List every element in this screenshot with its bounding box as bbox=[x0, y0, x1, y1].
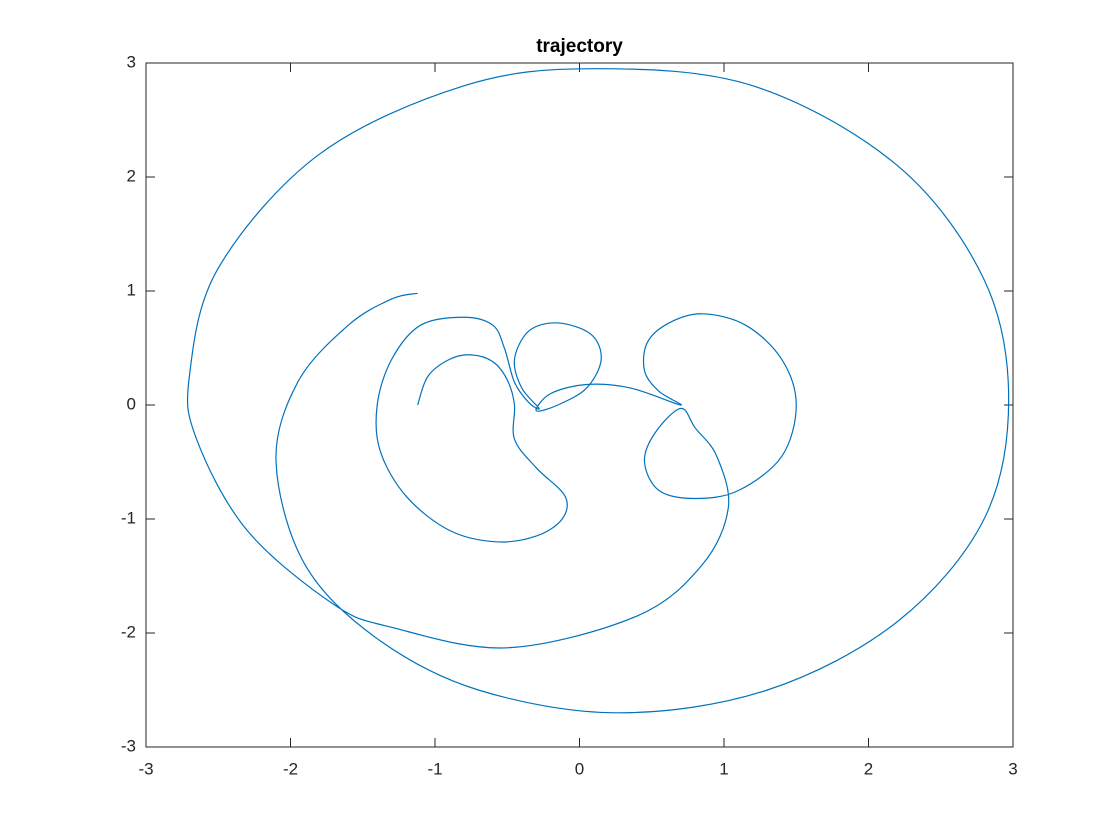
x-tick-label: -2 bbox=[283, 759, 298, 778]
y-tick-label: -2 bbox=[121, 622, 136, 641]
y-tick-label: -3 bbox=[121, 736, 136, 755]
y-tick-label: 0 bbox=[127, 394, 136, 413]
chart-title: trajectory bbox=[536, 36, 623, 57]
x-tick-label: 2 bbox=[864, 759, 873, 778]
trajectory-line bbox=[186, 68, 1010, 714]
y-tick-label: 1 bbox=[127, 280, 136, 299]
x-tick-label: -3 bbox=[138, 759, 153, 778]
axes-box bbox=[145, 62, 1014, 748]
x-tick-label: -1 bbox=[427, 759, 442, 778]
y-tick-label: 2 bbox=[127, 166, 136, 185]
x-tick-label: 0 bbox=[575, 759, 584, 778]
x-tick-label: 3 bbox=[1008, 759, 1017, 778]
y-tick-label: 3 bbox=[127, 52, 136, 71]
x-tick-label: 1 bbox=[719, 759, 728, 778]
y-tick-label: -1 bbox=[121, 508, 136, 527]
